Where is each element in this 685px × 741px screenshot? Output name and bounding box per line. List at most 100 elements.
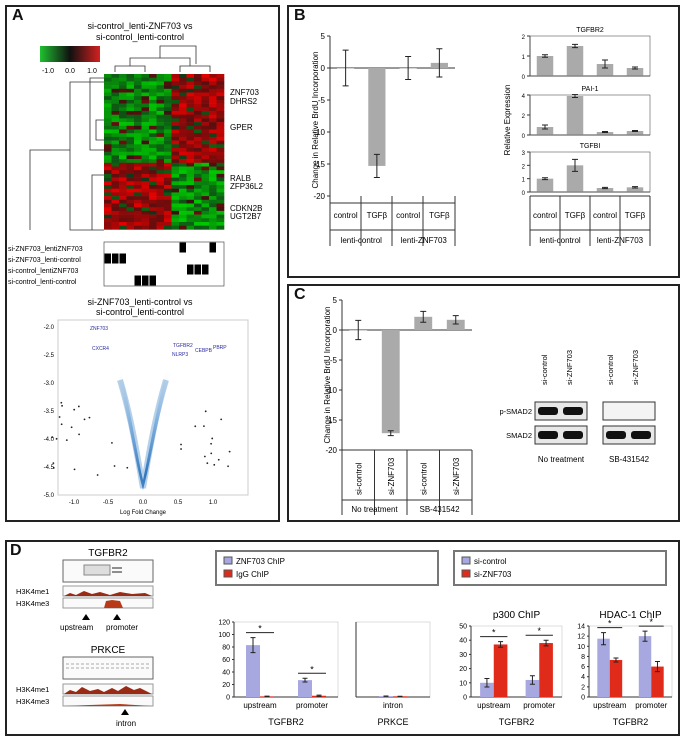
heatmap-cell — [201, 166, 210, 171]
heatmap-cell — [111, 96, 120, 101]
track-mark-1: H3K4me3 — [16, 599, 49, 608]
heatmap-cell — [194, 144, 202, 149]
heatmap-cell — [119, 170, 127, 175]
heatmap-cell — [171, 74, 180, 78]
y-tick-label: -5 — [330, 356, 338, 365]
heatmap-cell — [119, 107, 127, 112]
bar — [596, 132, 614, 135]
heatmap-cell — [149, 99, 157, 104]
wb-band — [606, 431, 626, 439]
heatmap-cell — [179, 210, 187, 215]
heatmap-cell — [209, 136, 217, 141]
condition-grid — [103, 241, 225, 287]
heatmap-cell — [119, 140, 127, 145]
heatmap-cell — [186, 155, 195, 160]
heatmap-cell — [194, 173, 202, 178]
heatmap-cell — [171, 92, 180, 97]
scale-tick-2: 1.0 — [87, 68, 97, 75]
error-bar — [602, 131, 608, 133]
y-tick-label: 6 — [581, 664, 585, 671]
heatmap-cell — [141, 77, 150, 82]
volcano-xtick: 1.0 — [209, 500, 218, 506]
heatmap-cell — [149, 140, 157, 145]
heatmap-cell — [164, 122, 172, 127]
heatmap-cell — [111, 114, 120, 119]
heatmap-cell — [216, 203, 225, 208]
bar — [493, 644, 508, 697]
heatmap-cell — [171, 155, 180, 160]
heatmap-cell — [134, 207, 142, 212]
heatmap-cell — [141, 218, 150, 223]
heatmap-cell — [126, 99, 135, 104]
volcano-point — [52, 462, 55, 464]
heatmap-cell — [194, 88, 202, 93]
x-category-label: intron — [383, 701, 403, 710]
subplot-frame — [529, 35, 651, 77]
heatmap-cell — [186, 199, 195, 204]
bar — [626, 68, 644, 76]
x-category-label: upstream — [243, 701, 277, 710]
volcano-point — [58, 416, 61, 418]
y-tick-label: 0 — [321, 64, 326, 73]
heatmap-cell — [209, 107, 217, 112]
heatmap-cell — [111, 222, 120, 226]
heatmap-cell — [141, 81, 150, 86]
heatmap-cell — [141, 125, 150, 130]
heatmap-cell — [126, 185, 135, 189]
heatmap-cell — [209, 210, 217, 215]
y-tick-label: 50 — [459, 624, 467, 631]
heatmap-cell — [209, 196, 217, 201]
heatmap-cell — [141, 96, 150, 101]
volcano-ytick: -2.0 — [44, 325, 55, 331]
heatmap-cell — [216, 159, 225, 164]
heatmap-cell — [209, 177, 217, 182]
heatmap-cell — [141, 74, 150, 78]
bar — [566, 96, 584, 135]
heatmap-cell — [156, 77, 165, 82]
heatmap-cell — [194, 170, 202, 175]
heatmap-cell — [119, 225, 127, 230]
heatmap-cell — [119, 96, 127, 101]
bar — [536, 56, 554, 76]
heatmap-cell — [104, 207, 112, 212]
heatmap-cell — [119, 181, 127, 186]
heatmap-cell — [164, 177, 172, 182]
significance-star: * — [649, 617, 653, 627]
heatmap-cell — [149, 162, 157, 167]
track-signal — [64, 591, 152, 596]
heatmap-cell — [201, 192, 210, 197]
wb-lane-3: si-ZNF703 — [631, 350, 640, 385]
heatmap-cell — [126, 85, 135, 90]
volcano-point — [203, 455, 206, 458]
chart-title: p300 ChIP — [493, 610, 541, 621]
volcano-y-ticks: -2.0 -2.5 -3.0 -3.5 -4.0 -4.5 -5.0 — [44, 325, 55, 499]
heatmap-cell — [141, 111, 150, 115]
heatmap-cell — [194, 177, 202, 182]
heatmap-cell — [194, 148, 202, 152]
heatmap-cell — [156, 155, 165, 160]
heatmap-cell — [126, 225, 135, 230]
heatmap-cell — [111, 185, 120, 189]
y-tick-label: -20 — [313, 192, 325, 201]
heatmap-cell — [104, 166, 112, 171]
heatmap-cell — [149, 196, 157, 201]
heatmap-cell — [186, 188, 195, 193]
heatmap-cell — [194, 136, 202, 141]
heatmap-cell — [201, 214, 210, 219]
heatmap-grid — [104, 74, 225, 230]
heatmap-cell — [156, 88, 165, 93]
heatmap-cell — [216, 166, 225, 171]
heatmap-cell — [134, 181, 142, 186]
heatmap-cell — [141, 210, 150, 215]
heatmap-cell — [126, 151, 135, 156]
y-tick-label: 60 — [222, 657, 230, 664]
y-axis-title: Relative Expression — [503, 85, 512, 156]
track-arrow-0: upstream — [60, 623, 94, 632]
heatmap-cell — [149, 170, 157, 175]
heatmap-cell — [119, 207, 127, 212]
x-category-label: si-control — [419, 462, 428, 495]
heatmap-cell — [186, 118, 195, 123]
heatmap-cell — [194, 155, 202, 160]
heatmap-cell — [216, 188, 225, 193]
